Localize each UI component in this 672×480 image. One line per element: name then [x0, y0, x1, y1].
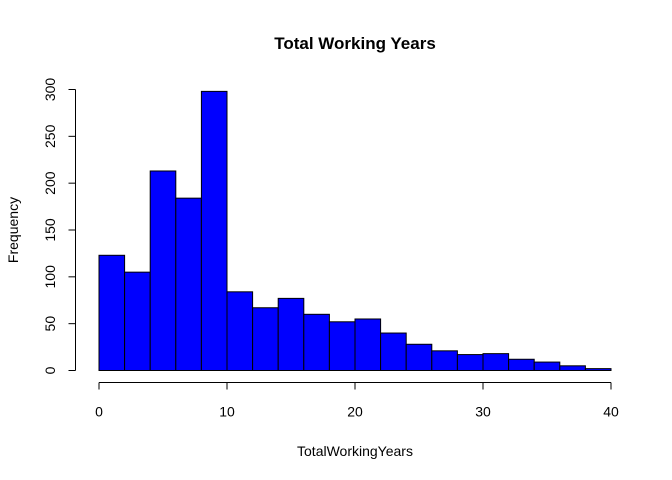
x-tick-label: 20	[347, 404, 363, 420]
y-tick-label: 150	[42, 218, 58, 242]
histogram-bar	[226, 291, 254, 372]
histogram-bar	[98, 254, 126, 371]
y-axis-label: Frequency	[5, 197, 21, 263]
x-tick-label: 40	[603, 404, 619, 420]
y-tick-label: 0	[42, 366, 58, 374]
histogram-bar	[405, 343, 433, 372]
x-axis: 0 10 20 30 40	[95, 382, 619, 420]
x-tick-label: 10	[219, 404, 235, 420]
histogram-bar	[456, 354, 484, 371]
y-tick-label: 300	[42, 78, 58, 102]
histogram-bar	[482, 353, 510, 372]
y-tick-label: 50	[42, 316, 58, 332]
histogram-bar	[584, 368, 612, 372]
histogram-bar	[149, 170, 177, 371]
chart-title: Total Working Years	[274, 34, 436, 53]
y-tick-label: 250	[42, 124, 58, 148]
x-axis-label: TotalWorkingYears	[297, 443, 413, 459]
histogram-bar	[533, 361, 561, 372]
histogram-bar	[354, 318, 382, 372]
histogram-bar	[559, 365, 586, 372]
x-tick-label: 30	[475, 404, 491, 420]
histogram-bar	[200, 90, 228, 372]
histogram-bar	[508, 358, 535, 372]
histogram-bar	[303, 313, 330, 371]
histogram-bar	[431, 350, 458, 371]
histogram-bar	[175, 197, 202, 371]
histogram-bar	[252, 307, 279, 372]
histogram-bar	[124, 271, 151, 371]
histogram-bars	[98, 90, 612, 372]
x-tick-label: 0	[95, 404, 103, 420]
y-axis: 0 50 100 150 200 250 300	[42, 78, 76, 374]
y-tick-label: 200	[42, 171, 58, 195]
histogram-bar	[380, 332, 407, 371]
y-tick-label: 100	[42, 265, 58, 289]
histogram-bar	[328, 321, 356, 371]
histogram-bar	[277, 297, 305, 372]
